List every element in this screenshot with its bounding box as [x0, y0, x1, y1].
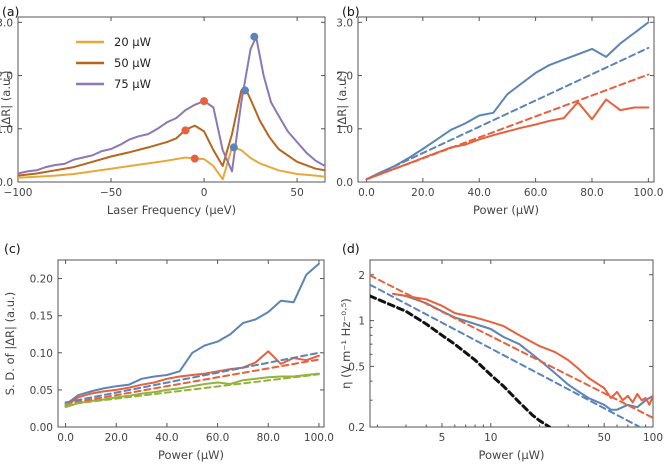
series-line-green-fit [64, 373, 320, 406]
x-tick-label: 0 [201, 187, 208, 199]
series-group [370, 274, 653, 427]
panel-label: (a) [2, 4, 19, 19]
panel-a: (a) −100 −50 0 50 0.0 1.0 2.0 3.0 Laser Frequency… [0, 4, 326, 217]
data-point-marker [250, 32, 259, 41]
x-tick-label: 10 [484, 432, 497, 444]
series-line-red-fit [64, 358, 320, 405]
plot-frame [357, 16, 655, 183]
y-tick-label: 0.05 [30, 385, 53, 397]
y-tick-label: 2.0 [336, 71, 353, 83]
panel-b: (b) 0.0 20.0 40.0 60.0 80.0 100.0 0.0 1.0 2.0 3.0 P… [335, 4, 663, 217]
panel-label: (c) [4, 241, 21, 256]
series-group [64, 262, 320, 408]
panel-label: (b) [342, 4, 360, 19]
x-tick-label: 50 [597, 432, 610, 444]
y-tick-label: 2.0 [0, 71, 13, 83]
x-tick-label: 60.0 [524, 187, 547, 199]
y-axis-label: |ΔR| (a.u.) [335, 71, 349, 129]
x-axis-label: Laser Frequency (μeV) [107, 203, 236, 217]
data-point-marker [240, 86, 249, 95]
x-axis-label: Power (μW) [158, 448, 224, 462]
data-point-marker [190, 154, 199, 163]
series-line-blue-fit [370, 283, 642, 427]
y-tick-label: 0.5 [348, 361, 365, 373]
x-tick-label: 100 [643, 432, 663, 444]
legend-entry: 20 μW [114, 35, 151, 49]
y-tick-label: 0.10 [30, 348, 53, 360]
x-tick-label: 100.0 [633, 187, 663, 199]
data-point-marker [181, 126, 190, 135]
x-tick-label: 20.0 [411, 187, 434, 199]
series-line-blue [64, 262, 320, 406]
x-tick-label: 40.0 [468, 187, 491, 199]
x-tick-label: 80.0 [257, 432, 280, 444]
series-line-red-fit [370, 274, 653, 419]
series-line-blue [365, 21, 650, 181]
series-line-red [64, 350, 320, 408]
series-group [365, 21, 650, 181]
y-axis-label: S. D. of |ΔR| (a.u.) [3, 292, 17, 395]
legend-entry: 50 μW [114, 56, 151, 70]
x-tick-label: 40.0 [155, 432, 178, 444]
x-tick-label: −100 [4, 187, 33, 199]
y-tick-label: 1.0 [0, 124, 13, 136]
data-point-marker [200, 97, 209, 106]
y-tick-label: 0.0 [336, 177, 353, 189]
y-tick-label: 0.2 [348, 422, 365, 434]
y-tick-label: 3.0 [0, 17, 13, 29]
y-axis-label: η (V m⁻¹ Hz⁻⁰·⁵) [339, 298, 353, 389]
panel-c: (c) 0.0 20.0 40.0 60.0 80.0 100.0 0.00 0.05 0.10 0… [3, 241, 334, 462]
legend-entry: 75 μW [114, 77, 151, 91]
y-tick-label: 0.0 [0, 177, 13, 189]
x-tick-label: 80.0 [580, 187, 603, 199]
y-tick-label: 0.00 [30, 422, 53, 434]
x-axis-label: Power (μW) [478, 448, 544, 462]
series-group [18, 36, 325, 181]
y-tick-label: 2 [358, 270, 365, 282]
x-tick-label: 0.0 [358, 187, 375, 199]
series-line-blue-fit [365, 46, 650, 181]
x-tick-label: 20.0 [105, 432, 128, 444]
x-tick-label: 5 [439, 432, 446, 444]
x-tick-label: 60.0 [206, 432, 229, 444]
x-tick-label: 50 [290, 187, 303, 199]
series-line-20-w [18, 146, 325, 181]
legend: 20 μW 50 μW 75 μW [76, 35, 151, 91]
x-tick-label: 100.0 [304, 432, 334, 444]
series-line-red [392, 292, 653, 406]
y-tick-label: 0.20 [30, 274, 53, 286]
y-axis-label: |ΔR| (a.u.) [0, 71, 13, 129]
series-line-blue-fit [64, 351, 320, 404]
x-tick-label: 0.0 [57, 432, 74, 444]
plot-frame [369, 259, 654, 428]
series-line-black [370, 294, 551, 427]
panel-label: (d) [342, 241, 360, 256]
plot-frame [17, 16, 326, 183]
y-tick-label: 1.0 [336, 124, 353, 136]
y-tick-label: 0.15 [30, 311, 53, 323]
panel-d: (d) 5 10 50 100 0.2 0.5 1 2 Power (μW) η (V m⁻¹ Hz… [339, 241, 663, 462]
series-line-red [365, 98, 650, 181]
x-axis-label: Power (μW) [473, 203, 539, 217]
series-line-50-w [18, 86, 325, 177]
y-tick-label: 1 [358, 316, 365, 328]
series-line-75-w [18, 36, 325, 175]
x-tick-label: −50 [100, 187, 122, 199]
data-point-marker [229, 143, 238, 152]
plot-frame [57, 259, 325, 428]
series-line-red-fit [365, 73, 650, 181]
y-tick-label: 3.0 [336, 17, 353, 29]
